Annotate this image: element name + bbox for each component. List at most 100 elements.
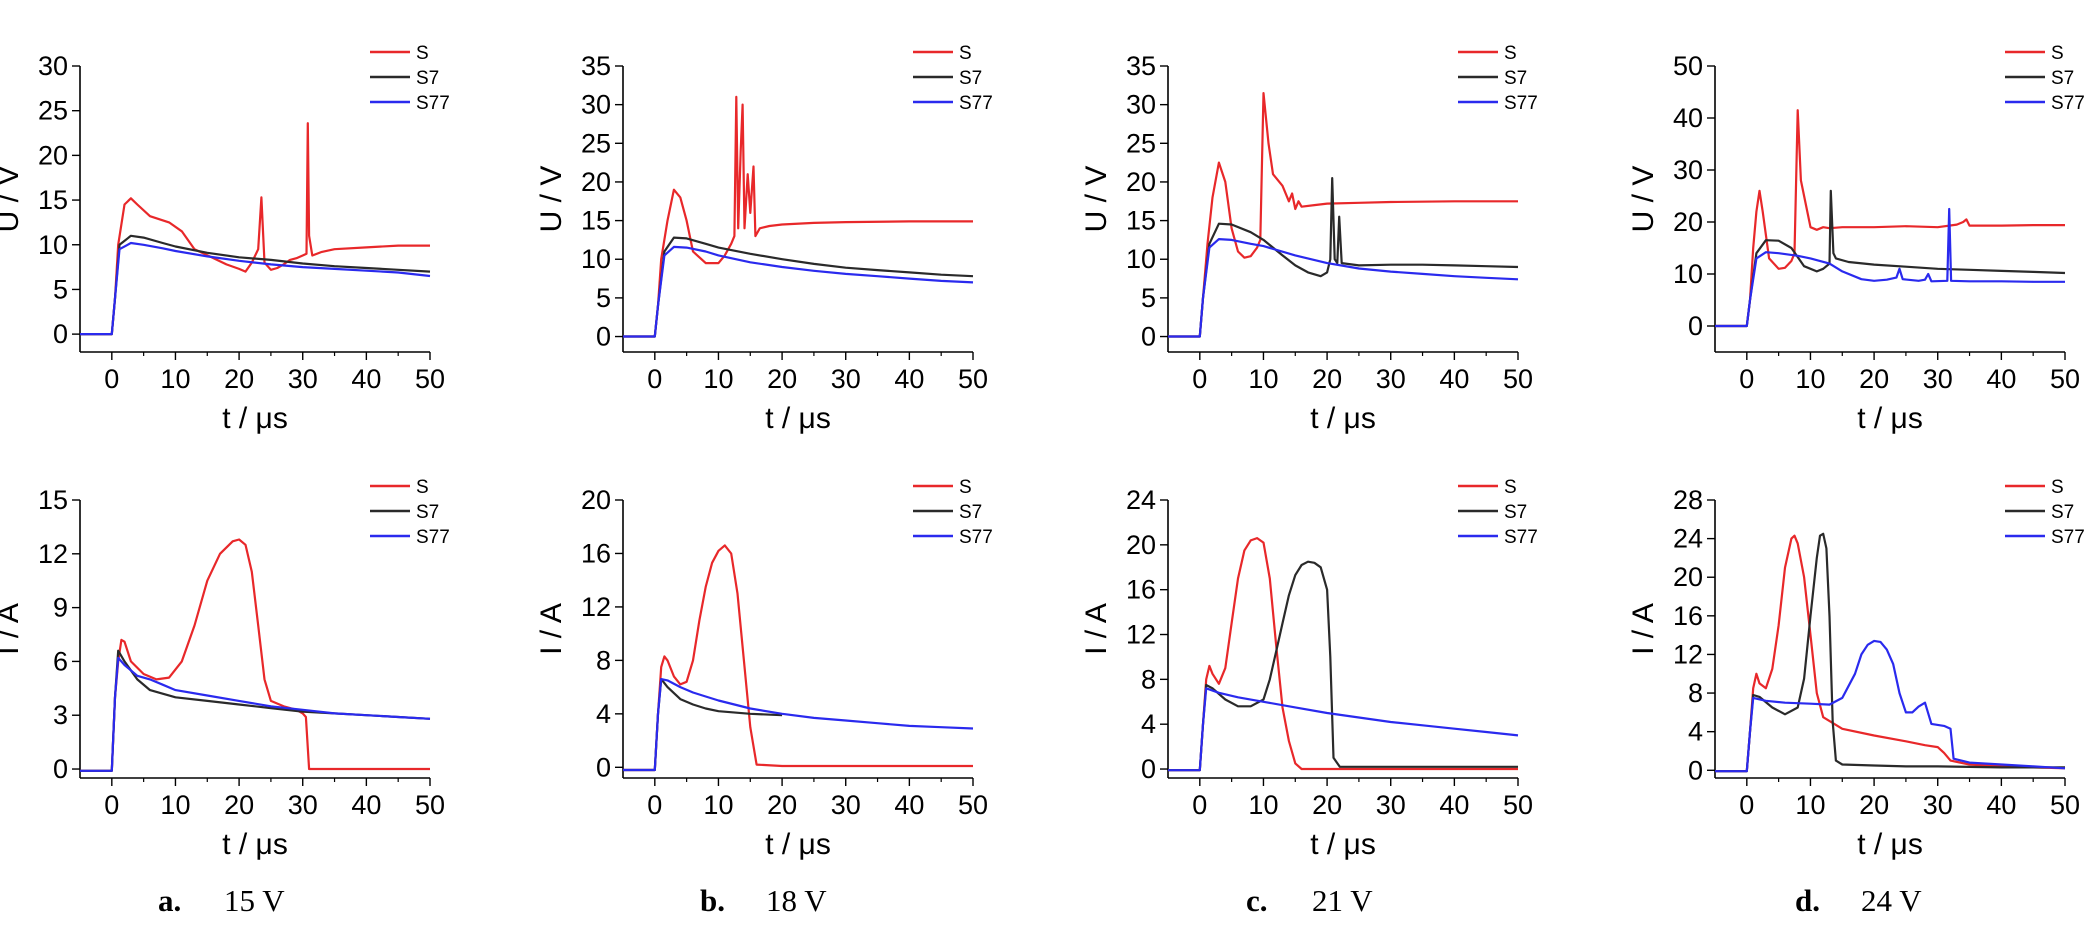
caption-a-letter: a. xyxy=(158,883,181,918)
caption-b: b. 18 V xyxy=(700,883,827,918)
y-axis-title: I / A xyxy=(1080,603,1113,655)
x-tick-label: 50 xyxy=(958,364,988,394)
x-tick-label: 20 xyxy=(1312,790,1342,820)
y-tick-label: 3 xyxy=(53,700,68,730)
y-tick-label: 25 xyxy=(581,128,611,158)
series-line-s xyxy=(623,544,973,772)
series-line-s7 xyxy=(80,649,431,772)
x-tick-label: 30 xyxy=(1923,364,1953,394)
y-tick-label: 16 xyxy=(581,538,611,568)
legend-label-s7: S7 xyxy=(959,68,982,89)
y-tick-label: 15 xyxy=(581,206,611,236)
y-axis-title: I / A xyxy=(1627,603,1660,655)
series-line-s7 xyxy=(1168,560,1518,772)
y-tick-label: 16 xyxy=(1126,575,1156,605)
y-tick-label: 4 xyxy=(596,699,611,729)
x-tick-label: 10 xyxy=(1795,790,1825,820)
x-tick-label: 40 xyxy=(1986,364,2016,394)
y-tick-label: 12 xyxy=(1673,639,1703,669)
series-line-s xyxy=(80,538,430,772)
x-tick-label: 20 xyxy=(224,790,254,820)
x-tick-label: 40 xyxy=(894,790,924,820)
legend-label-s: S xyxy=(2051,43,2064,64)
x-tick-label: 50 xyxy=(958,790,988,820)
x-tick-label: 30 xyxy=(831,364,861,394)
series-line-s77 xyxy=(1168,238,1519,338)
legend-label-s7: S7 xyxy=(959,502,982,523)
caption-a: a. 15 V xyxy=(158,883,285,918)
y-tick-label: 0 xyxy=(1688,755,1703,785)
y-tick-label: 10 xyxy=(1673,259,1703,289)
y-tick-label: 30 xyxy=(1673,155,1703,185)
legend-label-s: S xyxy=(1504,43,1517,64)
y-tick-label: 50 xyxy=(1673,51,1703,81)
y-axis-title: U / V xyxy=(0,166,25,233)
x-tick-label: 10 xyxy=(703,364,733,394)
chart-b-current: 0 10 20 30 40 50 0 4 8 12 16 20 t / μs I / A S S7 S77 xyxy=(535,477,993,861)
x-tick-label: 40 xyxy=(1439,790,1469,820)
x-tick-label: 50 xyxy=(2050,790,2080,820)
y-tick-label: 20 xyxy=(581,167,611,197)
legend-label-s77: S77 xyxy=(1504,93,1538,114)
y-tick-label: 28 xyxy=(1673,485,1703,515)
series-line-s77 xyxy=(623,678,974,772)
y-tick-label: 15 xyxy=(38,485,68,515)
y-tick-label: 30 xyxy=(38,51,68,81)
x-tick-label: 0 xyxy=(1739,790,1754,820)
x-tick-label: 50 xyxy=(415,364,445,394)
series-line-s77 xyxy=(1168,687,1519,772)
x-tick-label: 30 xyxy=(288,364,318,394)
y-tick-label: 4 xyxy=(1688,717,1703,747)
legend-label-s: S xyxy=(416,43,429,64)
x-tick-label: 0 xyxy=(1192,790,1207,820)
series-line-s7 xyxy=(623,236,974,338)
series-line-s7 xyxy=(80,234,431,336)
legend-label-s77: S77 xyxy=(2051,93,2085,114)
x-tick-label: 40 xyxy=(351,790,381,820)
y-tick-label: 15 xyxy=(1126,206,1156,236)
x-tick-label: 50 xyxy=(1503,790,1533,820)
series-line-s7 xyxy=(1168,177,1519,338)
chart-b-voltage: 0 10 20 30 40 50 0 5 10 15 20 25 30 35 t / μs U / V S S7 S… xyxy=(535,43,993,435)
caption-d-letter: d. xyxy=(1795,883,1820,918)
x-tick-label: 30 xyxy=(1376,790,1406,820)
series-line-s77 xyxy=(80,656,431,772)
y-tick-label: 8 xyxy=(1141,664,1156,694)
x-axis-title: t / μs xyxy=(765,402,831,435)
x-tick-label: 40 xyxy=(351,364,381,394)
y-tick-label: 40 xyxy=(1673,103,1703,133)
caption-c: c. 21 V xyxy=(1246,883,1373,918)
x-tick-label: 20 xyxy=(1859,364,1889,394)
x-tick-label: 30 xyxy=(1376,364,1406,394)
legend-label-s7: S7 xyxy=(1504,502,1527,523)
y-axis-title: I / A xyxy=(0,603,25,655)
x-tick-label: 10 xyxy=(160,364,190,394)
x-tick-label: 10 xyxy=(1248,364,1278,394)
legend-label-s7: S7 xyxy=(2051,502,2074,523)
legend-label-s: S xyxy=(959,477,972,498)
y-tick-label: 16 xyxy=(1673,601,1703,631)
chart-a-current: 0 10 20 30 40 50 0 3 6 9 12 15 t / μs I / A S S7 S77 xyxy=(0,477,450,861)
legend-label-s77: S77 xyxy=(416,93,450,114)
series-line-s xyxy=(1715,109,2065,328)
x-tick-label: 10 xyxy=(1248,790,1278,820)
x-tick-label: 30 xyxy=(831,790,861,820)
x-tick-label: 20 xyxy=(1312,364,1342,394)
y-tick-label: 4 xyxy=(1141,709,1156,739)
y-tick-label: 8 xyxy=(596,645,611,675)
y-tick-label: 20 xyxy=(38,140,68,170)
y-axis-title: U / V xyxy=(535,166,568,233)
series-line-s xyxy=(1168,537,1518,772)
caption-c-letter: c. xyxy=(1246,883,1268,918)
y-tick-label: 35 xyxy=(1126,51,1156,81)
y-tick-label: 0 xyxy=(1688,311,1703,341)
y-axis-title: U / V xyxy=(1080,166,1113,233)
x-tick-label: 30 xyxy=(1923,790,1953,820)
series-line-s77 xyxy=(80,241,431,336)
x-tick-label: 20 xyxy=(767,364,797,394)
caption-b-letter: b. xyxy=(700,883,725,918)
y-tick-label: 10 xyxy=(581,244,611,274)
x-tick-label: 0 xyxy=(104,364,119,394)
